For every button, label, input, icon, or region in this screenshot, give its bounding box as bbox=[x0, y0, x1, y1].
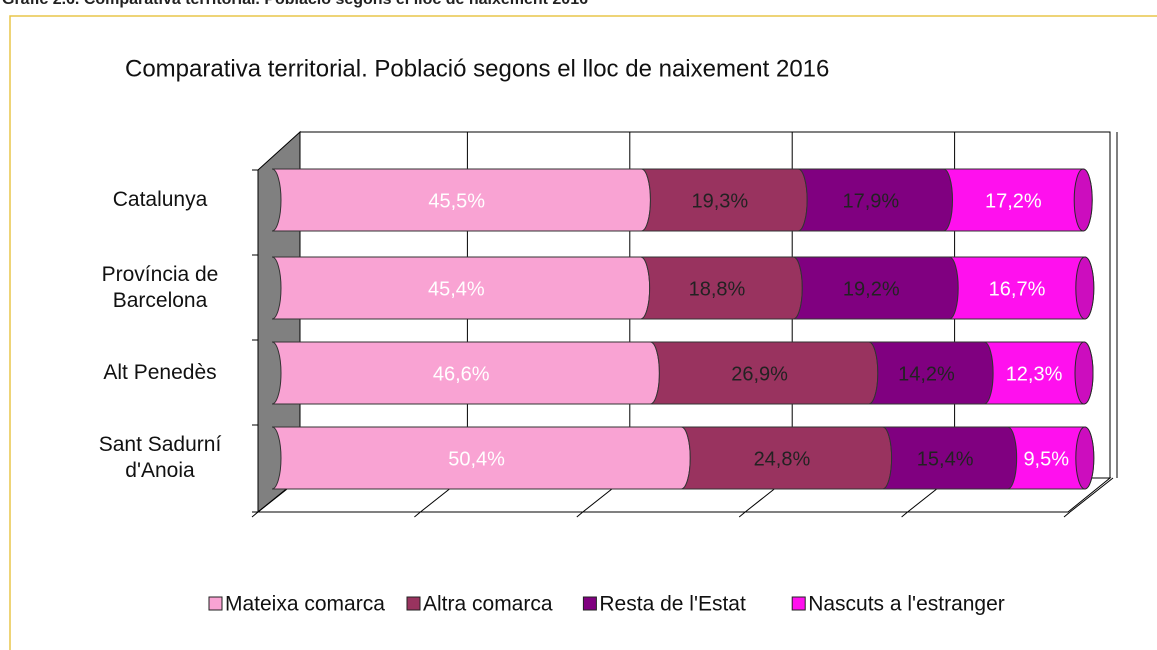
data-label: 12,3% bbox=[1006, 363, 1063, 385]
data-label: 18,8% bbox=[689, 278, 746, 300]
data-label: 50,4% bbox=[448, 448, 505, 470]
frame bbox=[9, 15, 1157, 650]
tick-mark bbox=[576, 511, 584, 518]
data-label: 15,4% bbox=[917, 448, 974, 470]
data-label: 46,6% bbox=[433, 363, 490, 385]
legend-label: Mateixa comarca bbox=[225, 593, 385, 616]
data-label: 45,5% bbox=[428, 190, 485, 212]
data-label: 45,4% bbox=[428, 278, 485, 300]
data-label: 16,7% bbox=[989, 278, 1046, 300]
y-tick-label: Catalunya bbox=[113, 188, 208, 211]
grid-line bbox=[1069, 477, 1114, 513]
tick-mark bbox=[738, 511, 746, 518]
y-tick-label: Alt Penedès bbox=[103, 361, 216, 384]
legend-swatch bbox=[582, 596, 597, 611]
legend-label: Altra comarca bbox=[423, 593, 553, 616]
legend-label: Nascuts a l'estranger bbox=[808, 593, 1005, 616]
tick-mark bbox=[1063, 511, 1071, 518]
y-tick-label: Sant Sadurní d'Anoia bbox=[99, 433, 222, 482]
data-label: 26,9% bbox=[731, 363, 788, 385]
data-label: 14,2% bbox=[898, 363, 955, 385]
data-label: 24,8% bbox=[754, 448, 811, 470]
data-label: 17,9% bbox=[842, 190, 899, 212]
bar-cap bbox=[1073, 168, 1093, 232]
legend-swatch bbox=[208, 596, 223, 611]
tick-mark bbox=[414, 511, 421, 518]
data-label: 9,5% bbox=[1023, 448, 1069, 470]
chart-title: Comparativa territorial. Població segons… bbox=[125, 55, 829, 82]
y-tick-label: Província de Barcelona bbox=[102, 263, 219, 312]
legend-label: Resta de l'Estat bbox=[599, 593, 746, 616]
bar-cap bbox=[1074, 341, 1094, 405]
legend-swatch bbox=[791, 596, 806, 611]
data-label: 17,2% bbox=[985, 190, 1042, 212]
tick-mark bbox=[901, 511, 908, 518]
tick-mark bbox=[251, 511, 259, 518]
data-label: 19,2% bbox=[843, 278, 900, 300]
caption: Gràfic 2.6. Comparativa territorial. Pob… bbox=[2, 0, 588, 8]
data-label: 19,3% bbox=[691, 190, 748, 212]
bar-cap bbox=[1075, 256, 1095, 320]
legend-swatch bbox=[406, 596, 421, 611]
bar-cap bbox=[1075, 426, 1095, 490]
